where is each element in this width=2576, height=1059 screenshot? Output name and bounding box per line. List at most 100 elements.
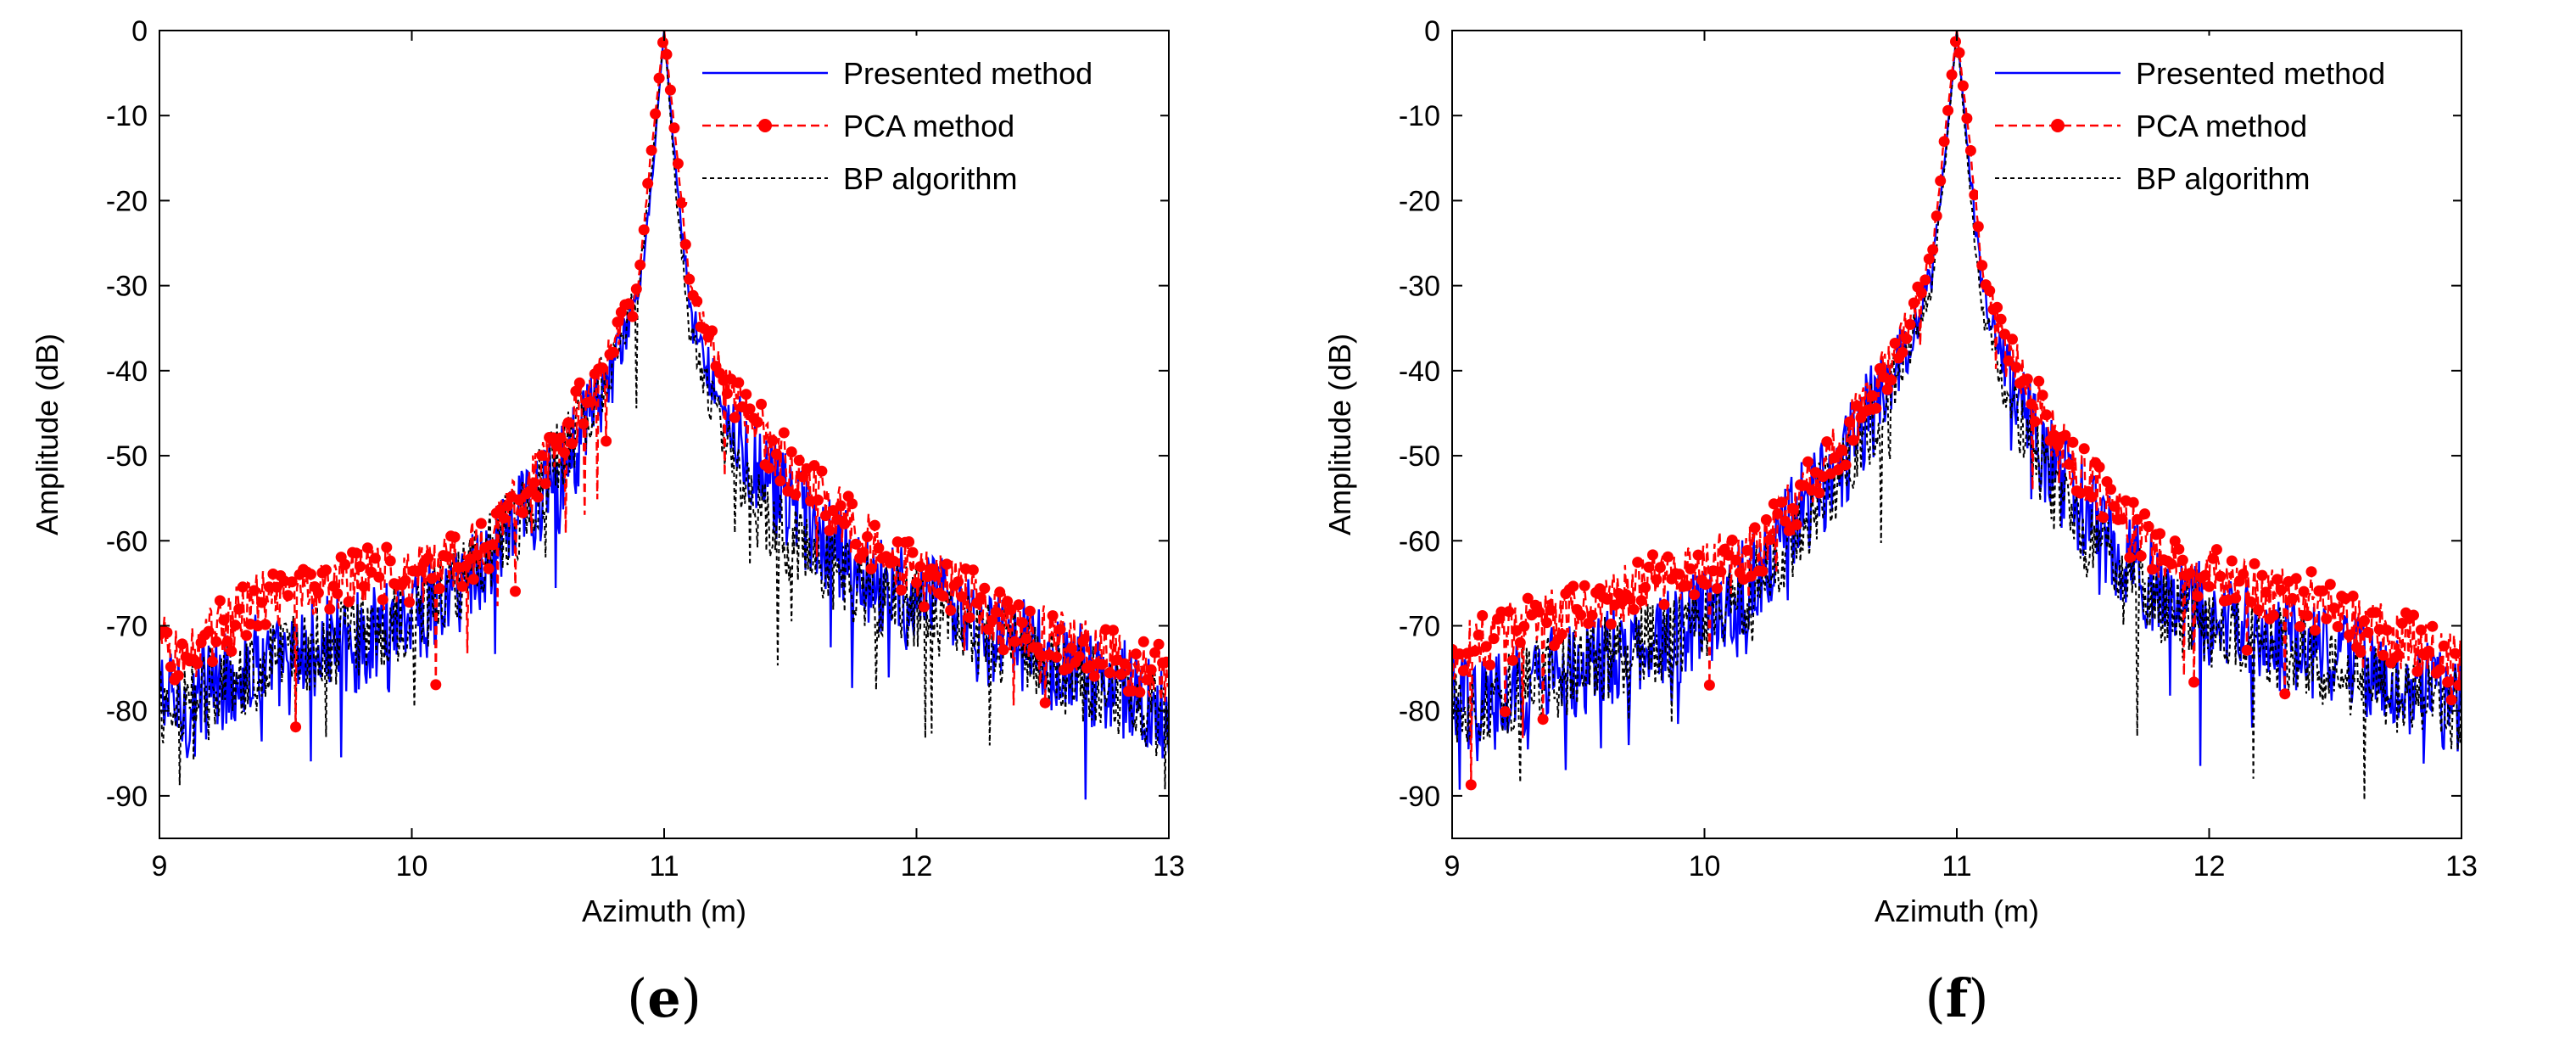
pca-marker — [2241, 644, 2253, 656]
pca-marker — [381, 541, 393, 553]
pca-marker — [305, 569, 316, 580]
pca-marker — [1537, 714, 1549, 726]
pca-marker — [982, 624, 994, 635]
pca-marker — [2442, 676, 2454, 688]
pca-marker — [1938, 136, 1950, 148]
pca-marker — [2139, 508, 2151, 520]
pca-marker — [839, 518, 851, 530]
pca-marker — [634, 259, 646, 271]
pca-marker — [865, 563, 877, 574]
pca-marker — [2135, 550, 2147, 562]
pca-marker — [1726, 535, 1738, 546]
pca-marker — [2127, 496, 2139, 508]
pca-marker — [1703, 679, 1715, 691]
pca-marker — [1031, 642, 1043, 653]
x-tick-label: 13 — [2445, 850, 2478, 882]
pca-marker — [2321, 613, 2333, 625]
pca-marker — [2347, 591, 2359, 602]
pca-marker — [1579, 580, 1590, 591]
pca-marker — [1821, 436, 1833, 448]
y-tick-label: -90 — [1399, 781, 1440, 813]
y-tick-label: -10 — [106, 100, 148, 132]
pca-marker — [1149, 647, 1161, 658]
pca-marker — [1852, 400, 1863, 412]
pca-marker — [165, 661, 176, 673]
pca-marker — [510, 586, 521, 597]
x-tick-label: 11 — [649, 850, 679, 882]
pca-marker — [653, 72, 665, 84]
pca-marker — [816, 465, 828, 477]
pca-marker — [2275, 584, 2287, 596]
pca-marker — [645, 144, 657, 156]
pca-marker — [2154, 528, 2165, 540]
pca-marker — [2267, 609, 2279, 621]
pca-marker — [1685, 563, 1696, 574]
pca-marker — [763, 462, 774, 474]
pca-marker — [1874, 362, 1886, 374]
x-tick-label: 10 — [1689, 850, 1721, 882]
pca-marker — [975, 591, 986, 603]
pca-marker — [930, 569, 942, 581]
pca-marker — [1881, 384, 1893, 395]
pca-marker — [2249, 558, 2260, 569]
pca-marker — [1503, 606, 1515, 618]
pca-marker — [1051, 651, 1063, 663]
pca-marker — [623, 298, 634, 310]
y-tick-label: -20 — [1399, 185, 1440, 217]
pca-marker — [2184, 568, 2196, 580]
pca-marker — [1077, 636, 1089, 647]
pca-marker — [1134, 686, 1146, 698]
chart-panel-e: 9 10 11 12 13 0 -10 -20 -30 -40 -50 -60 -70 -80 -90 Azi… — [30, 15, 1185, 1029]
pca-marker — [1813, 487, 1825, 499]
pca-marker — [1488, 633, 1500, 645]
pca-marker — [2132, 513, 2143, 525]
pca-marker — [1901, 333, 1912, 345]
pca-marker — [1904, 318, 1916, 330]
pca-marker — [1923, 253, 1935, 265]
pca-marker — [1836, 444, 1848, 456]
series-line-pca-method — [159, 31, 1169, 727]
pca-marker — [612, 317, 623, 328]
pca-marker — [907, 546, 919, 558]
pca-marker — [2086, 491, 2098, 503]
pca-marker — [986, 614, 998, 626]
pca-marker — [691, 295, 703, 307]
pca-marker — [1160, 656, 1169, 668]
pca-marker — [2026, 398, 2037, 410]
y-tick-label: -30 — [1399, 271, 1440, 303]
pca-marker — [608, 346, 619, 358]
panel-label-letter: e — [647, 967, 680, 1029]
pca-marker — [2010, 361, 2022, 373]
pca-marker — [824, 524, 835, 536]
pca-marker — [1802, 456, 1813, 468]
pca-marker — [1586, 609, 1598, 621]
pca-marker — [1066, 642, 1077, 654]
pca-marker — [2105, 484, 2116, 496]
pca-marker — [752, 416, 763, 428]
pca-marker — [2370, 607, 2382, 619]
pca-marker — [740, 389, 752, 401]
legend-marker — [2051, 119, 2065, 132]
pca-marker — [1514, 636, 1526, 648]
pca-marker — [400, 574, 411, 586]
pca-marker — [642, 177, 654, 189]
pca-marker — [2344, 629, 2355, 641]
panel-label-paren: ( — [1925, 967, 1945, 1029]
pca-marker — [2324, 579, 2336, 591]
pca-marker — [1772, 507, 1784, 519]
pca-marker — [2309, 625, 2321, 636]
pca-marker — [1829, 452, 1841, 464]
pca-marker — [1780, 515, 1791, 527]
pca-marker — [2226, 555, 2238, 567]
pca-marker — [2271, 574, 2283, 586]
pca-marker — [358, 580, 370, 592]
pca-marker — [650, 108, 662, 120]
pca-marker — [513, 494, 525, 506]
pca-marker — [2294, 620, 2306, 632]
series-line-bp-algorithm — [159, 31, 1169, 790]
pca-marker — [1866, 389, 1878, 401]
pca-marker — [237, 581, 249, 593]
pca-marker — [475, 518, 487, 530]
pca-marker — [733, 377, 745, 389]
pca-marker — [422, 552, 434, 563]
